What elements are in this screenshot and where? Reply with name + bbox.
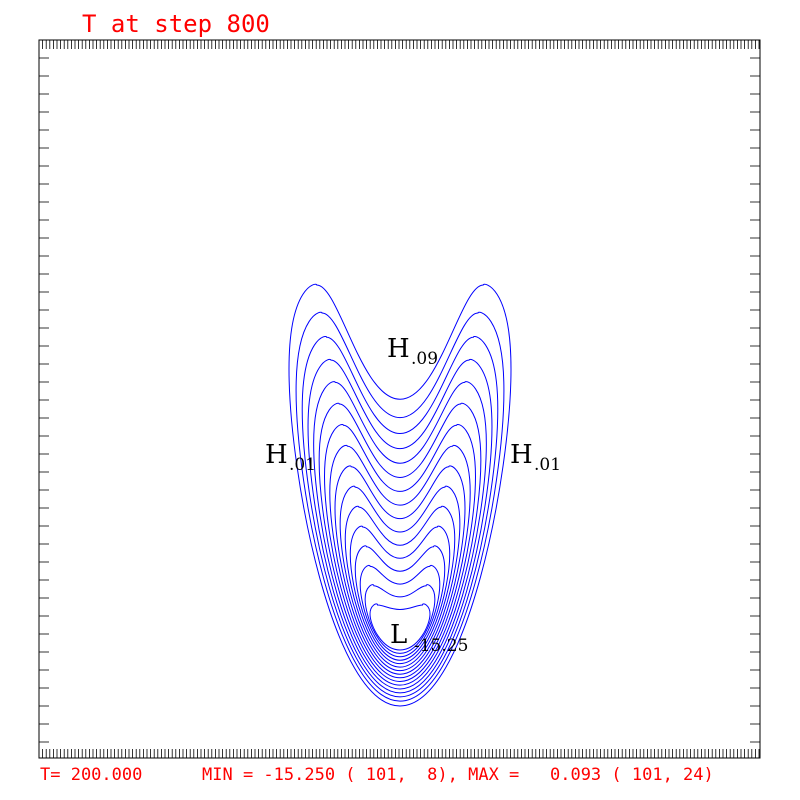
contour-line — [329, 444, 471, 679]
footer-time: T= 200.000 — [40, 765, 142, 785]
contour-line — [301, 336, 499, 698]
contour-line — [318, 402, 482, 686]
contour-line — [334, 465, 466, 675]
contour-line — [369, 603, 431, 651]
contour-line — [295, 311, 505, 702]
label-high-left-letter: H — [265, 440, 288, 470]
contour-lines — [288, 283, 512, 707]
label-high-center-value: .09 — [411, 349, 438, 369]
plot-frame — [38, 39, 761, 759]
plot-title: T at step 800 — [82, 10, 270, 38]
frame-ticks — [38, 40, 760, 758]
contour-line — [339, 485, 461, 672]
contour-line — [288, 283, 512, 707]
label-high-center-letter: H — [387, 334, 410, 364]
label-high-right-letter: H — [510, 440, 533, 470]
label-high-right-value: .01 — [534, 455, 561, 475]
contour-line — [344, 505, 456, 668]
contour-line — [313, 381, 487, 690]
contour-line — [324, 424, 476, 682]
contour-line — [364, 584, 436, 654]
label-high-left-value: .01 — [289, 455, 316, 475]
label-high-right: H .01 — [510, 440, 561, 475]
label-low: L -15.25 — [390, 620, 468, 656]
contour-line — [354, 545, 446, 661]
footer-minmax: MIN = -15.250 ( 101, 8), MAX = 0.093 ( 1… — [202, 765, 714, 785]
contour-line — [307, 359, 493, 694]
label-high-left: H .01 — [265, 440, 316, 475]
label-low-value: -15.25 — [414, 636, 468, 656]
label-high-center: H .09 — [387, 334, 438, 369]
contour-line — [349, 525, 451, 665]
contour-line — [359, 564, 441, 658]
label-low-letter: L — [390, 620, 407, 650]
